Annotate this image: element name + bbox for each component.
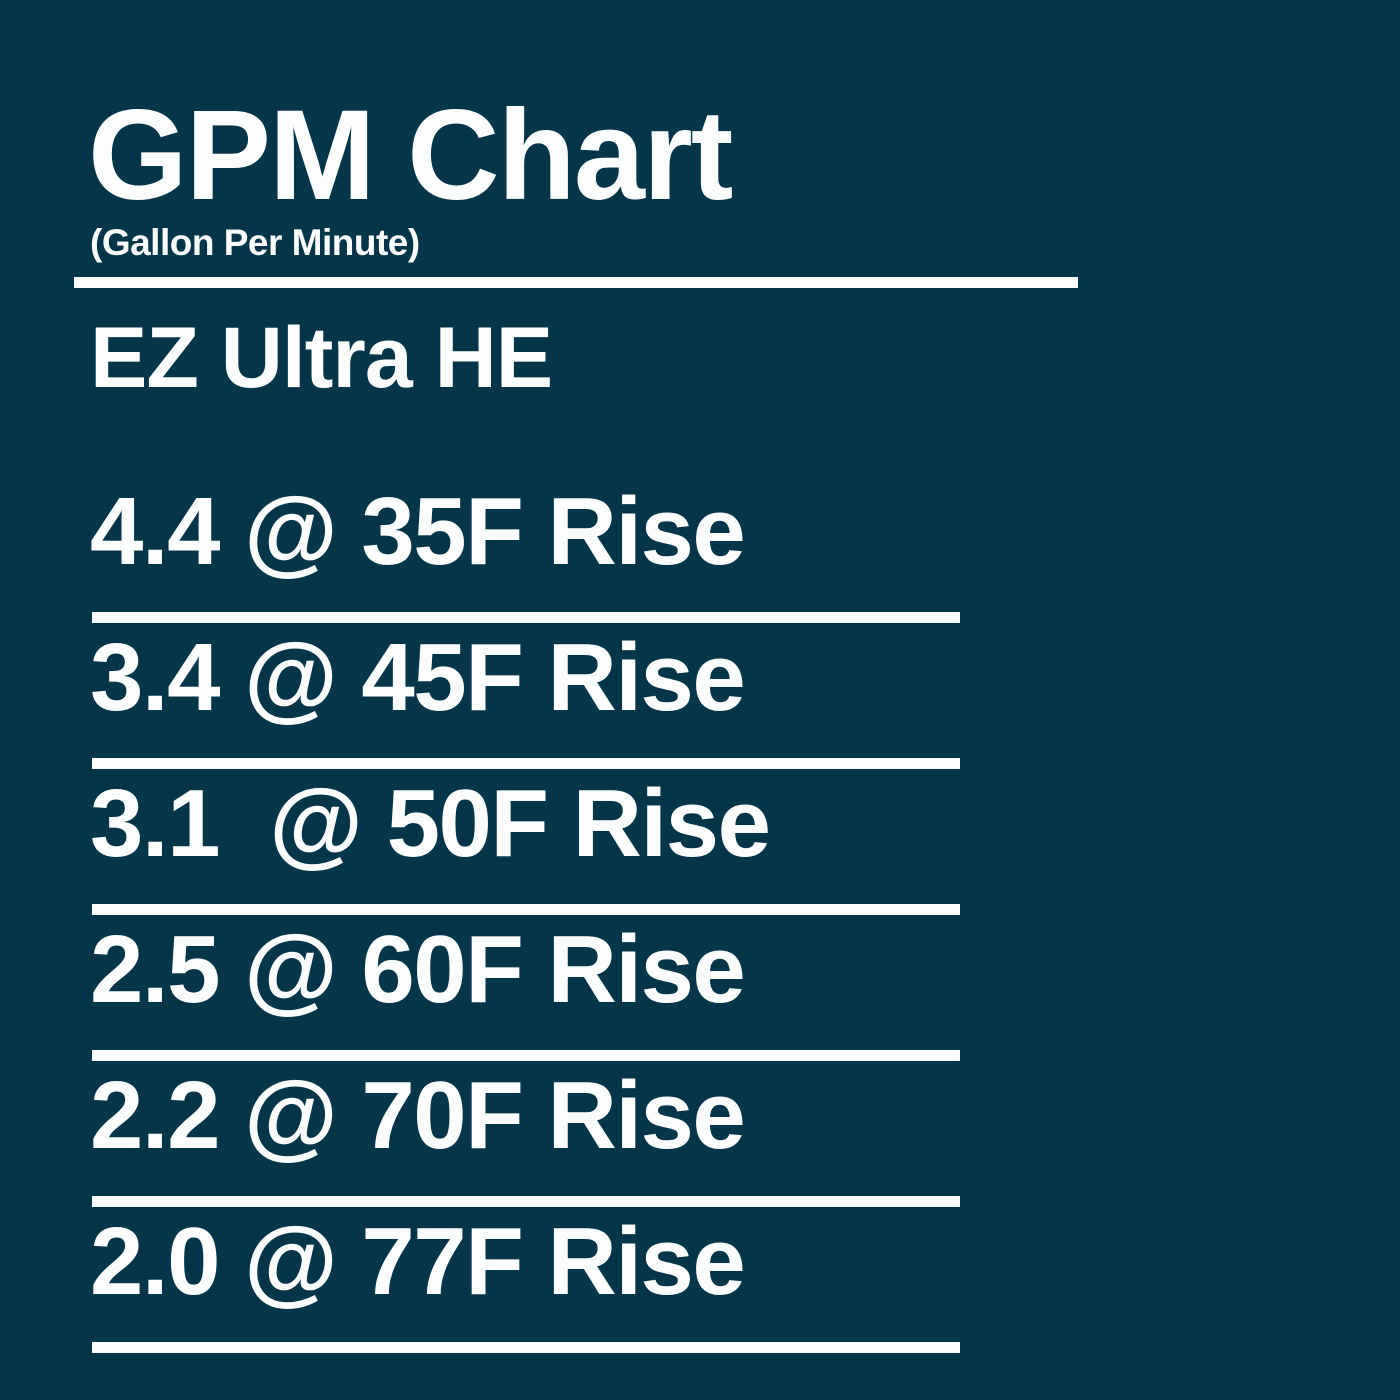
header-divider [74,277,1078,288]
page-title: GPM Chart [88,84,733,227]
gpm-row-divider [92,1342,960,1353]
header-block: GPM Chart (Gallon Per Minute) [88,92,1088,264]
gpm-row-divider [92,758,960,769]
gpm-row-label: 2.0 @ 77F Rise [90,1208,746,1315]
gpm-row-label: 2.2 @ 70F Rise [90,1062,746,1169]
page-subtitle: (Gallon Per Minute) [90,222,420,263]
gpm-row-divider [92,904,960,915]
gpm-row-label: 3.1 @ 50F Rise [90,770,771,877]
product-model-name: EZ Ultra HE [90,310,553,406]
gpm-row-divider [92,1050,960,1061]
gpm-row-label: 2.5 @ 60F Rise [90,916,746,1023]
gpm-row-label: 3.4 @ 45F Rise [90,624,746,731]
gpm-row-divider [92,612,960,623]
gpm-row-divider [92,1196,960,1207]
gpm-row-label: 4.4 @ 35F Rise [90,478,746,585]
